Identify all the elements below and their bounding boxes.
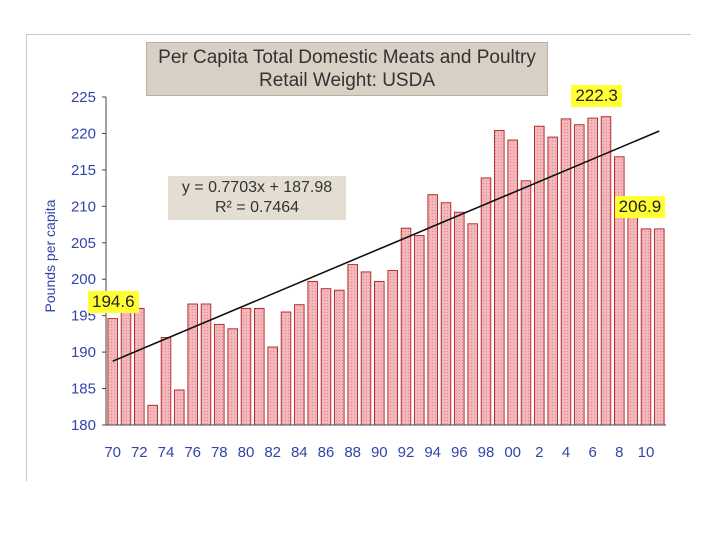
- bar-11: [654, 228, 665, 426]
- x-tick-label-98: 98: [478, 444, 495, 461]
- bar-97: [467, 223, 478, 426]
- x-tick-label-86: 86: [318, 444, 335, 461]
- bar-series: [107, 116, 665, 426]
- y-tick-label-225: 225: [71, 89, 96, 106]
- y-axis-label: Pounds per capita: [42, 199, 58, 313]
- x-tick-label-96: 96: [451, 444, 468, 461]
- bar-78: [214, 323, 225, 426]
- y-tick-label-205: 205: [71, 235, 96, 252]
- x-tick-label-84: 84: [291, 444, 308, 461]
- bar-93: [414, 235, 425, 426]
- x-tick-label-78: 78: [211, 444, 228, 461]
- start-value-callout: 194.6: [88, 290, 139, 313]
- bar-9: [627, 198, 638, 426]
- x-tick-label-94: 94: [424, 444, 441, 461]
- bar-82: [267, 346, 278, 426]
- bar-90: [374, 280, 385, 426]
- x-tick-label-80: 80: [238, 444, 255, 461]
- bar-98: [480, 177, 492, 426]
- bar-7: [600, 116, 612, 426]
- x-tick-label-4: 4: [562, 444, 570, 461]
- x-tick-label-6: 6: [589, 444, 597, 461]
- bar-72: [134, 307, 145, 426]
- x-tick-label-90: 90: [371, 444, 388, 461]
- regression-equation-box: y = 0.7703x + 187.98 R² = 0.7464: [168, 176, 346, 220]
- bar-94: [427, 194, 438, 426]
- bar-6: [587, 117, 598, 426]
- y-tick-label-210: 210: [71, 198, 96, 215]
- regression-equation: y = 0.7703x + 187.98: [181, 179, 333, 196]
- bar-92: [400, 227, 412, 426]
- x-tick-label-76: 76: [184, 444, 201, 461]
- bar-75: [174, 389, 185, 426]
- bar-85: [307, 280, 318, 426]
- peak-value-callout: 222.3: [571, 84, 622, 107]
- bar-71: [120, 311, 132, 426]
- chart-subtitle: Retail Weight: USDA: [259, 70, 435, 91]
- bar-89: [360, 271, 372, 426]
- bar-81: [254, 307, 265, 426]
- trendline: [112, 130, 660, 362]
- chart-axes: [105, 97, 666, 426]
- x-tick-label-2: 2: [535, 444, 543, 461]
- bar-00: [507, 139, 518, 426]
- bar-5: [574, 124, 585, 426]
- bar-84: [294, 304, 305, 426]
- bar-87: [334, 289, 345, 426]
- y-tick-label-215: 215: [71, 162, 96, 179]
- bar-4: [560, 118, 572, 426]
- y-tick-label-200: 200: [71, 271, 96, 288]
- bar-3: [547, 136, 558, 426]
- x-tick-label-74: 74: [158, 444, 175, 461]
- y-tick-label-185: 185: [71, 381, 96, 398]
- x-tick-label-10: 10: [638, 444, 655, 461]
- chart-title-box: Per Capita Total Domestic Meats and Poul…: [146, 42, 548, 96]
- bar-73: [147, 404, 158, 426]
- bar-1: [520, 180, 532, 426]
- x-tick-label-82: 82: [264, 444, 281, 461]
- bar-79: [227, 328, 238, 426]
- chart-frame: [26, 34, 691, 481]
- trendline-group: [112, 130, 660, 362]
- chart-title: Per Capita Total Domestic Meats and Poul…: [158, 47, 536, 68]
- x-tick-label-88: 88: [344, 444, 361, 461]
- y-tick-label-180: 180: [71, 417, 96, 434]
- bar-83: [280, 311, 292, 426]
- x-tick-label-8: 8: [615, 444, 623, 461]
- bar-99: [494, 130, 505, 426]
- x-tick-label-72: 72: [131, 444, 148, 461]
- y-tick-label-190: 190: [71, 344, 96, 361]
- x-tick-label-00: 00: [504, 444, 521, 461]
- bar-91: [387, 270, 398, 426]
- bar-70: [107, 318, 118, 426]
- x-tick-label-92: 92: [398, 444, 415, 461]
- bar-96: [454, 211, 465, 426]
- bar-86: [320, 288, 332, 426]
- bar-74: [160, 337, 172, 426]
- bar-88: [347, 264, 358, 426]
- bar-2: [534, 125, 545, 426]
- end-value-callout: 206.9: [614, 195, 666, 218]
- bar-76: [187, 303, 198, 426]
- bar-10: [640, 228, 652, 426]
- bar-80: [240, 307, 252, 426]
- x-tick-label-70: 70: [104, 444, 121, 461]
- r-squared-value: R² = 0.7464: [214, 199, 300, 216]
- y-tick-label-220: 220: [71, 125, 96, 142]
- bar-95: [440, 202, 452, 426]
